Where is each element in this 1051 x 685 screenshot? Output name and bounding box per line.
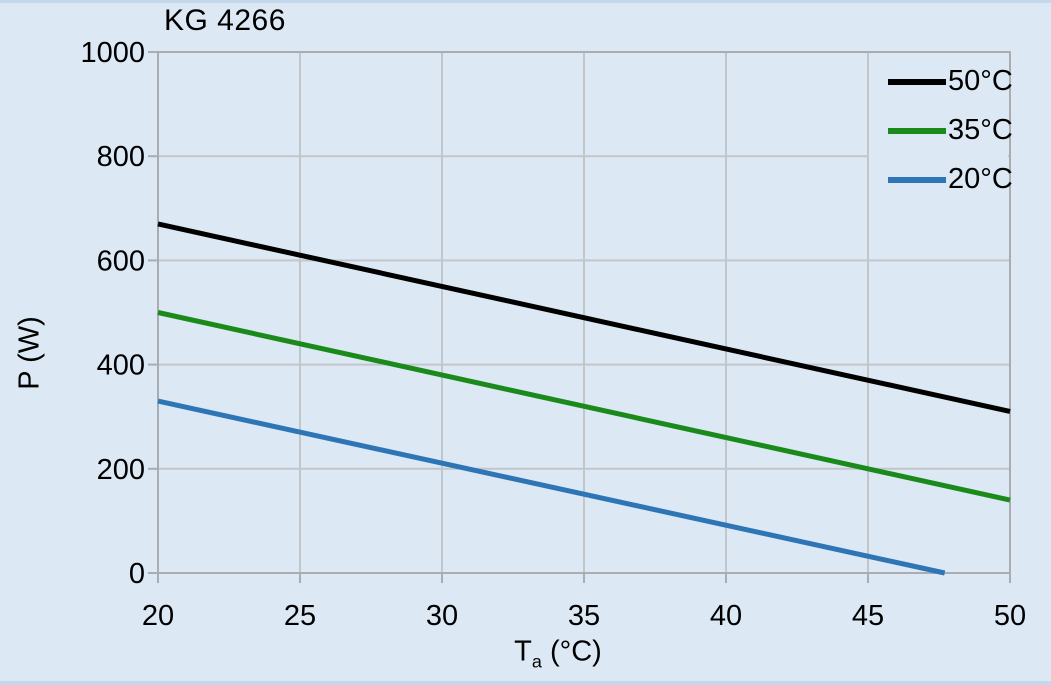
y-tick-label: 600: [97, 245, 145, 277]
x-tick-label: 45: [852, 600, 884, 632]
x-axis-title-symbol: T: [514, 635, 532, 668]
legend-label: 35°C: [948, 114, 1013, 146]
legend-label: 20°C: [948, 163, 1013, 195]
y-tick-label: 0: [129, 558, 145, 590]
y-axis-title: P (W): [13, 316, 46, 390]
y-tick-label: 800: [97, 141, 145, 173]
y-tick-label: 400: [97, 350, 145, 382]
y-tick-label: 1000: [80, 37, 145, 69]
x-axis-title-unit: (°C): [541, 635, 602, 668]
series-line-20c: [157, 398, 946, 576]
x-axis-title: Ta (°C): [514, 635, 602, 672]
legend-line-sample: [888, 176, 946, 183]
x-tick-label: 50: [994, 600, 1026, 632]
series-line-50c: [157, 221, 1011, 414]
x-tick-label: 40: [710, 600, 742, 632]
top-edge-strip: [0, 0, 1051, 3]
legend-item: 35°C: [869, 106, 1013, 155]
x-axis-title-subscript: a: [531, 651, 542, 672]
x-tick-label: 25: [284, 600, 316, 632]
chart-title: KG 4266: [164, 4, 286, 37]
legend-label: 50°C: [948, 65, 1013, 97]
x-tick-label: 30: [426, 600, 458, 632]
series-line-35c: [157, 310, 1011, 503]
x-tick-label: 35: [568, 600, 600, 632]
legend-item: 20°C: [869, 155, 1013, 204]
bottom-edge-strip: [0, 681, 1051, 685]
legend-line-sample: [888, 127, 946, 134]
legend: 50°C 35°C 20°C: [869, 57, 1013, 204]
x-tick-label: 20: [142, 600, 174, 632]
legend-item: 50°C: [869, 57, 1013, 106]
legend-line-sample: [888, 78, 946, 85]
y-tick-label: 200: [97, 454, 145, 486]
